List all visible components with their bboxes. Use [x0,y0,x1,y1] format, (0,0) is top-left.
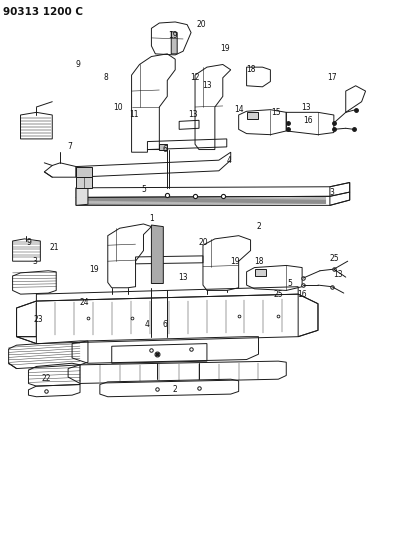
Text: 15: 15 [271,108,281,117]
Text: 13: 13 [178,273,188,281]
Polygon shape [76,188,88,205]
Text: 25: 25 [273,289,283,298]
Text: 12: 12 [190,73,200,82]
Polygon shape [151,225,163,284]
Text: 19: 19 [220,44,230,53]
Text: 8: 8 [103,73,108,82]
Text: 13: 13 [333,270,343,279]
Text: 19: 19 [89,265,99,273]
Text: 5: 5 [288,279,293,288]
Text: 20: 20 [196,20,206,29]
Text: 19: 19 [168,31,178,40]
Text: 6: 6 [163,320,168,329]
Text: 13: 13 [301,102,311,111]
Text: 13: 13 [202,81,212,90]
Text: 21: 21 [49,244,59,253]
Text: 9: 9 [26,238,31,247]
Polygon shape [247,112,258,119]
Text: 25: 25 [329,254,339,263]
Text: 3: 3 [330,188,334,197]
Text: 14: 14 [234,105,244,114]
Text: 16: 16 [297,289,307,298]
Text: 24: 24 [79,298,89,307]
Text: 10: 10 [113,102,123,111]
Text: 3: 3 [32,257,37,265]
Text: 17: 17 [327,73,337,82]
Text: 4: 4 [226,156,231,165]
Text: 7: 7 [68,142,72,151]
Polygon shape [159,144,167,150]
Text: 4: 4 [145,320,150,329]
Text: 1: 1 [149,214,154,223]
Polygon shape [171,31,177,54]
Text: 9: 9 [76,60,80,69]
Text: 11: 11 [129,110,139,119]
Text: 19: 19 [230,257,240,265]
Text: 16: 16 [303,116,313,125]
Text: 18: 18 [246,66,255,74]
Text: 20: 20 [198,238,208,247]
Text: 18: 18 [254,257,263,265]
Polygon shape [76,166,92,177]
Polygon shape [255,269,266,276]
Text: 23: 23 [33,315,43,324]
Text: 2: 2 [256,222,261,231]
Polygon shape [17,294,318,344]
Text: 6: 6 [163,145,168,154]
Text: 90313 1200 C: 90313 1200 C [3,7,83,18]
Text: 5: 5 [141,185,146,194]
Text: 13: 13 [188,110,198,119]
Polygon shape [76,177,92,188]
Text: 2: 2 [173,385,178,394]
Text: 22: 22 [41,374,51,383]
